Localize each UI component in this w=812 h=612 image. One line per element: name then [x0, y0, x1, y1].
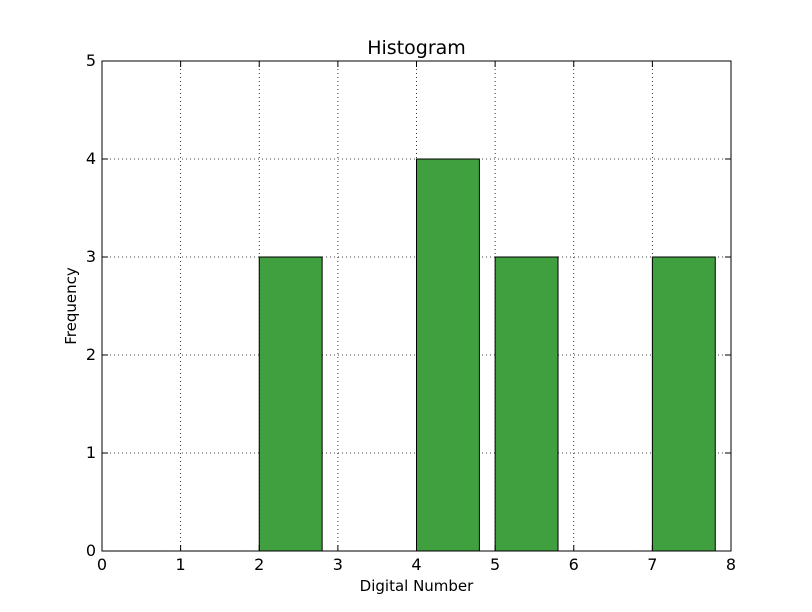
- y-axis-label: Frequency: [62, 267, 80, 345]
- x-tick-label: 4: [411, 555, 421, 574]
- y-tick-label: 2: [86, 345, 96, 364]
- y-tick-labels: 0 1 2 3 4 5: [86, 51, 96, 560]
- x-axis-label: Digital Number: [360, 577, 475, 595]
- axis-ticks: [101, 60, 732, 552]
- histogram-bar: [416, 158, 480, 552]
- x-tick-label: 8: [726, 555, 736, 574]
- bars: [101, 158, 716, 552]
- y-tick-label: 3: [86, 247, 96, 266]
- x-tick-label: 0: [97, 555, 107, 574]
- x-tick-label: 1: [176, 555, 186, 574]
- x-tick-label: 2: [254, 555, 264, 574]
- y-tick-label: 4: [86, 149, 96, 168]
- x-tick-label: 7: [647, 555, 657, 574]
- x-tick-label: 5: [490, 555, 500, 574]
- y-tick-label: 1: [86, 443, 96, 462]
- histogram-bar: [258, 256, 323, 552]
- x-tick-label: 6: [569, 555, 579, 574]
- chart-title: Histogram: [367, 37, 466, 59]
- y-tick-label: 5: [86, 51, 96, 70]
- histogram-bar: [494, 256, 559, 552]
- x-tick-labels: 0 1 2 3 4 5 6 7 8: [97, 555, 736, 574]
- histogram-bar: [651, 256, 716, 552]
- x-tick-label: 3: [333, 555, 343, 574]
- y-tick-label: 0: [86, 541, 96, 560]
